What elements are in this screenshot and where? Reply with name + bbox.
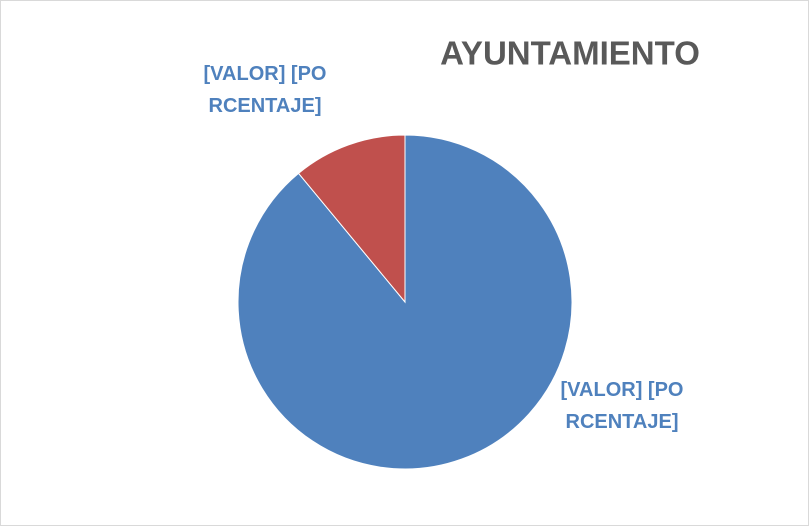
chart-title: AYUNTAMIENTO	[440, 35, 700, 72]
data-label: [VALOR] [PORCENTAJE]	[560, 379, 684, 433]
pie-slice	[297, 134, 406, 304]
data-label: [VALOR] [PORCENTAJE]	[203, 63, 327, 117]
